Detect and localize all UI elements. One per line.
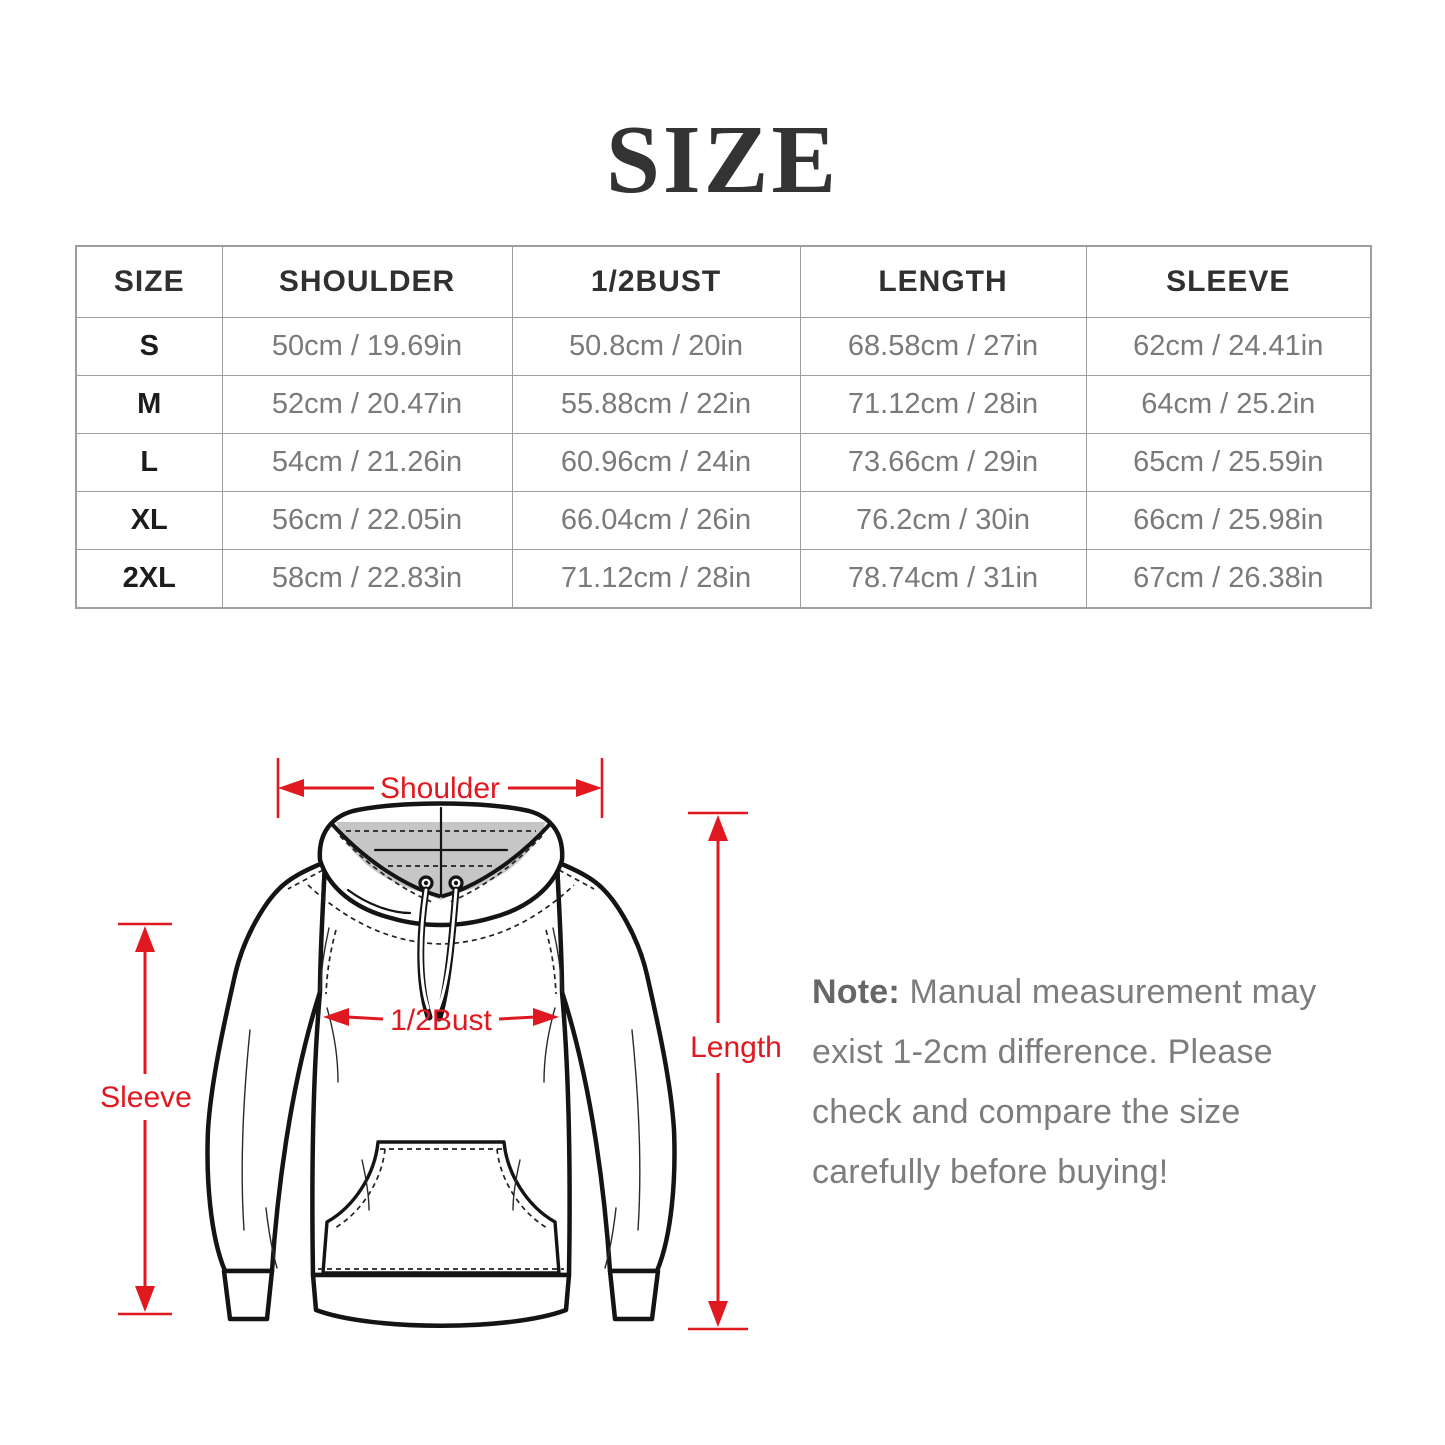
measurement-cell: 73.66cm / 29in [799, 433, 1087, 492]
table-row-l: L 54cm / 21.26in 60.96cm / 24in 73.66cm … [75, 433, 1372, 492]
collar-fold-stitch-right [449, 835, 543, 903]
collar-fold-stitch-left [339, 835, 433, 903]
column-header-length: LENGTH [799, 245, 1087, 318]
measurement-cell: 56cm / 22.05in [221, 491, 513, 550]
measurement-cell: 55.88cm / 22in [511, 375, 801, 434]
column-header-shoulder: SHOULDER [221, 245, 513, 318]
pocket-stitching [334, 1148, 386, 1229]
note-prefix: Note: [812, 973, 900, 1011]
measurement-cell: 71.12cm / 28in [511, 549, 801, 609]
shoulder-stitch-left [287, 869, 324, 890]
cuff-right [607, 1268, 661, 1322]
crease [604, 1207, 617, 1269]
size-label-cell: M [75, 375, 223, 434]
header-row: SIZE SHOULDER 1/2BUST LENGTH SLEEVE [75, 245, 1372, 318]
page-title: SIZE [605, 106, 840, 213]
raglan-seam-right [552, 927, 563, 993]
measurement-cell: 64cm / 25.2in [1085, 375, 1372, 434]
eyelet-left-hole [423, 880, 429, 886]
hoodie-measurement-diagram: Shoulder 1/2Bust Sleeve Length [100, 758, 780, 1331]
raglan-stitch-right [545, 929, 557, 995]
table-row-xl: XL 56cm / 22.05in 66.04cm / 26in 76.2cm … [75, 491, 1372, 550]
crease [361, 1159, 370, 1211]
measurement-cell: 78.74cm / 31in [799, 549, 1087, 609]
size-label-cell: XL [75, 491, 223, 550]
table-row-2xl: 2XL 58cm / 22.83in 71.12cm / 28in 78.74c… [75, 549, 1372, 609]
note-text: Note: Manual measurement may exist 1-2cm… [812, 962, 1364, 1202]
measurement-cell: 62cm / 24.41in [1085, 317, 1372, 376]
note-body: Manual measurement may exist 1-2cm diffe… [812, 973, 1317, 1191]
waistband [310, 1272, 572, 1328]
crease [631, 1029, 641, 1231]
measurement-cell: 66.04cm / 26in [511, 491, 801, 550]
raglan-seam-left [319, 927, 330, 993]
size-label-cell: 2XL [75, 549, 223, 609]
drawstring-right-core [436, 888, 458, 1011]
column-header-halfbust: 1/2BUST [511, 245, 801, 318]
measurement-cell: 58cm / 22.83in [221, 549, 513, 609]
measurement-cell: 71.12cm / 28in [799, 375, 1087, 434]
kangaroo-pocket [321, 1140, 561, 1275]
shoulder-arrow: Shoulder [276, 758, 604, 818]
raglan-stitch-left [325, 929, 337, 995]
eyelet-right-hole [453, 880, 459, 886]
crease [543, 1007, 556, 1083]
pocket-stitching [496, 1148, 548, 1229]
table-row-m: M 52cm / 20.47in 55.88cm / 22in 71.12cm … [75, 375, 1372, 434]
collar-crease [346, 888, 412, 915]
table-row-s: S 50cm / 19.69in 50.8cm / 20in 68.58cm /… [75, 317, 1372, 376]
size-table: SIZE SHOULDER 1/2BUST LENGTH SLEEVE S 50… [75, 245, 1372, 609]
measurement-cell: 66cm / 25.98in [1085, 491, 1372, 550]
sleeve-arrow-label: Sleeve [100, 1081, 192, 1114]
size-label-cell: S [75, 317, 223, 376]
length-arrow: Length [688, 811, 780, 1331]
measurement-cell: 54cm / 21.26in [221, 433, 513, 492]
crease [326, 1007, 339, 1083]
crease [241, 1029, 251, 1231]
measurement-cell: 52cm / 20.47in [221, 375, 513, 434]
bust-arrow-label: 1/2Bust [390, 1004, 492, 1037]
crease [265, 1207, 278, 1269]
measurement-cell: 65cm / 25.59in [1085, 433, 1372, 492]
hoodie-illustration [205, 801, 677, 1328]
measurement-cell: 50cm / 19.69in [221, 317, 513, 376]
sleeve-arrow: Sleeve [100, 922, 192, 1316]
cuff-left [221, 1268, 275, 1322]
measurement-cell: 50.8cm / 20in [511, 317, 801, 376]
column-header-sleeve: SLEEVE [1085, 245, 1372, 318]
drawstring-left-core [419, 888, 430, 1010]
measurement-cell: 67cm / 26.38in [1085, 549, 1372, 609]
measurement-cell: 60.96cm / 24in [511, 433, 801, 492]
measurement-cell: 68.58cm / 27in [799, 317, 1087, 376]
measurement-cell: 76.2cm / 30in [799, 491, 1087, 550]
bust-arrow: 1/2Bust [323, 1004, 559, 1037]
length-arrow-label: Length [690, 1031, 780, 1064]
shoulder-arrow-label: Shoulder [380, 772, 500, 805]
collar-base-stitch [307, 884, 575, 945]
size-label-cell: L [75, 433, 223, 492]
column-header-size: SIZE [75, 245, 223, 318]
crease [512, 1159, 521, 1211]
shoulder-stitch-right [558, 869, 595, 890]
